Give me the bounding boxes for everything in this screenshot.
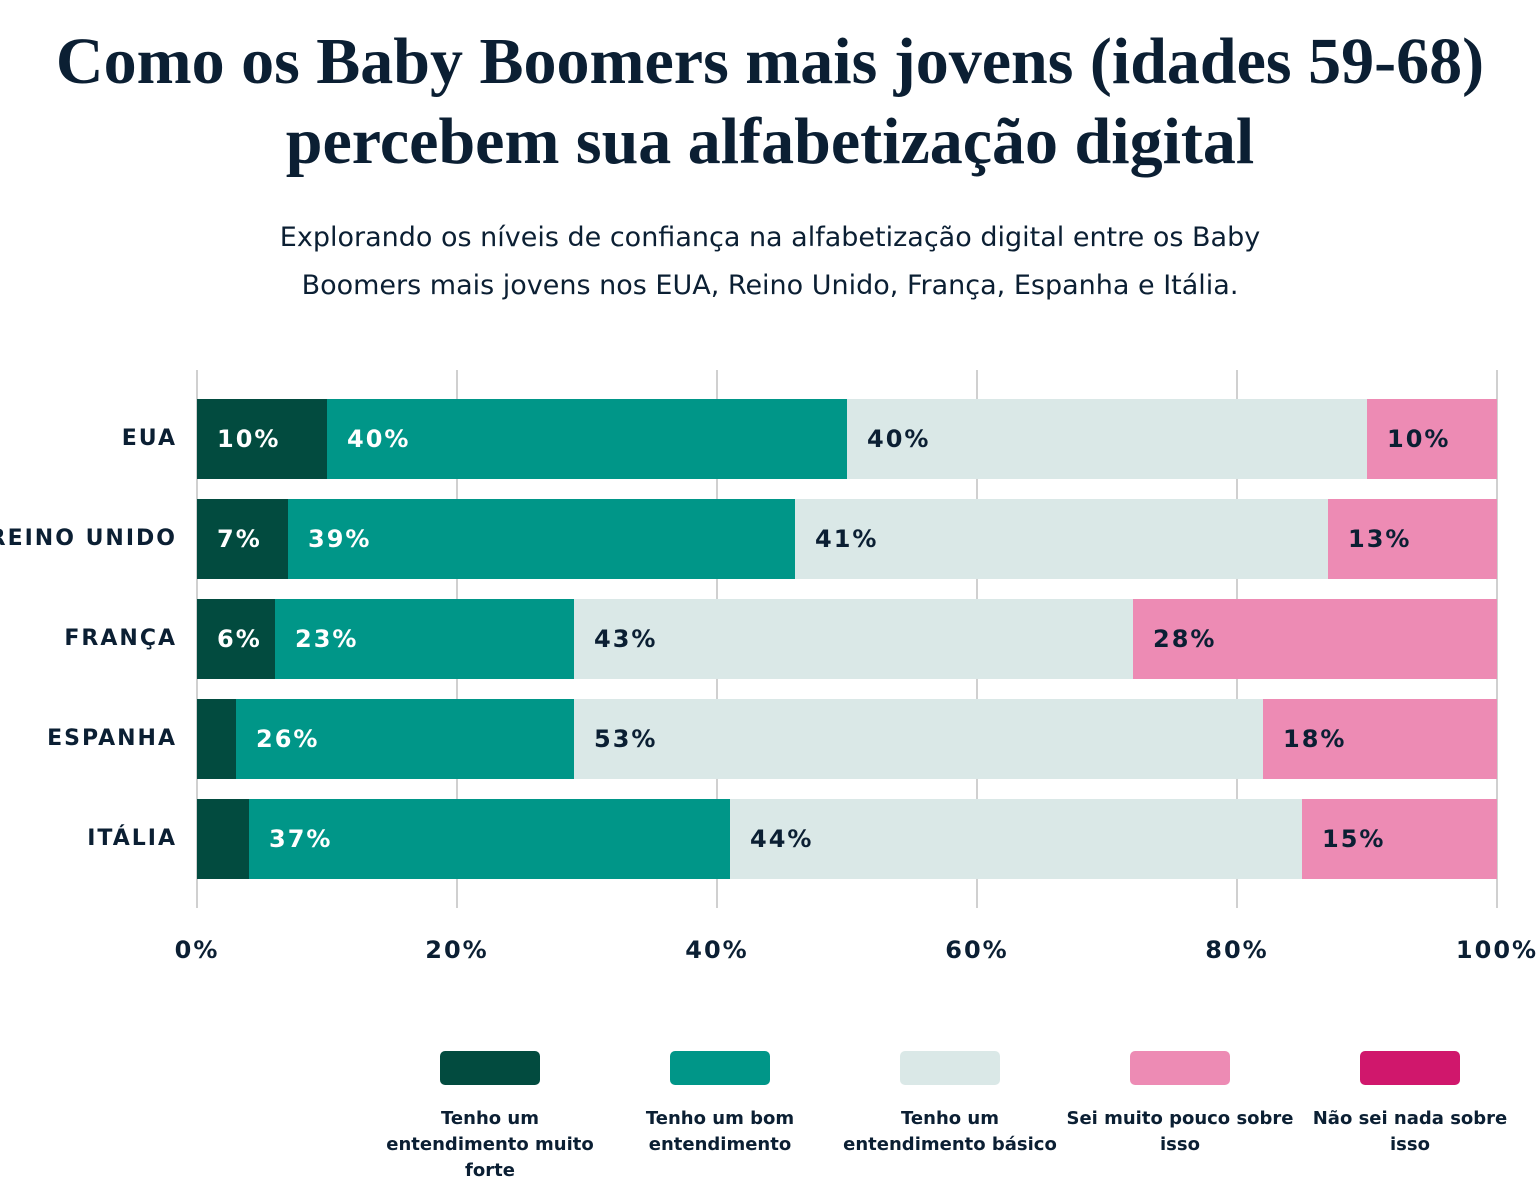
bar-segment [236, 699, 574, 779]
data-label: 23% [295, 625, 358, 653]
data-label: 53% [594, 725, 657, 753]
legend-swatch [670, 1051, 770, 1085]
x-tick-label: 100% [1456, 936, 1538, 964]
legend-label: Tenho um entendimento básico [843, 1108, 1057, 1155]
bar-segment [327, 399, 847, 479]
bar-segment [197, 499, 288, 579]
x-tick-label: 0% [175, 936, 220, 964]
y-tick-label: REINO UNIDO [0, 526, 177, 551]
bar-segment [1302, 799, 1497, 879]
data-label: 7% [217, 525, 262, 553]
data-label: 10% [217, 425, 280, 453]
y-tick-label: FRANÇA [64, 626, 177, 651]
legend-label: Tenho um entendimento muito forte [386, 1108, 594, 1181]
bar-segment [1133, 599, 1497, 679]
y-tick-label: ITÁLIA [87, 825, 177, 851]
chart-title: Como os Baby Boomers mais jovens (idades… [55, 25, 1485, 178]
bar-segment [197, 699, 236, 779]
bar-segment [730, 799, 1302, 879]
data-label: 44% [750, 825, 813, 853]
bar-segment [197, 799, 249, 879]
bar-segment [795, 499, 1328, 579]
bar-segment [1367, 399, 1497, 479]
bar-segment [197, 599, 275, 679]
x-tick-label: 40% [685, 936, 748, 964]
data-label: 41% [815, 525, 878, 553]
bar-segment [288, 499, 795, 579]
data-label: 26% [256, 725, 319, 753]
data-label: 15% [1322, 825, 1385, 853]
bar-segment [197, 399, 327, 479]
x-tick-label: 20% [425, 936, 488, 964]
data-label: 6% [217, 625, 262, 653]
bar-segment [1328, 499, 1497, 579]
y-tick-label: ESPANHA [47, 726, 177, 751]
legend-label: Sei muito pouco sobre isso [1066, 1108, 1294, 1155]
data-label: 28% [1153, 625, 1216, 653]
data-label: 39% [308, 525, 371, 553]
legend-swatch [440, 1051, 540, 1085]
bar-segment [574, 599, 1133, 679]
legend-swatch [900, 1051, 1000, 1085]
bar-segment [275, 599, 574, 679]
x-tick-label: 80% [1205, 936, 1268, 964]
bar-segment [1263, 699, 1497, 779]
data-label: 10% [1387, 425, 1450, 453]
bar-segment [574, 699, 1263, 779]
data-label: 43% [594, 625, 657, 653]
y-tick-label: EUA [122, 426, 177, 451]
x-tick-label: 60% [945, 936, 1008, 964]
data-label: 40% [347, 425, 410, 453]
data-label: 37% [269, 825, 332, 853]
data-label: 13% [1348, 525, 1411, 553]
legend-swatch [1360, 1051, 1460, 1085]
chart-subtitle: Explorando os níveis de confiança na alf… [279, 222, 1261, 301]
legend-label: Tenho um bom entendimento [645, 1108, 795, 1155]
legend-swatch [1130, 1051, 1230, 1085]
data-label: 40% [867, 425, 930, 453]
bar-segment [249, 799, 730, 879]
bar-segment [847, 399, 1367, 479]
legend-label: Não sei nada sobre isso [1312, 1108, 1508, 1155]
data-label: 18% [1283, 725, 1346, 753]
